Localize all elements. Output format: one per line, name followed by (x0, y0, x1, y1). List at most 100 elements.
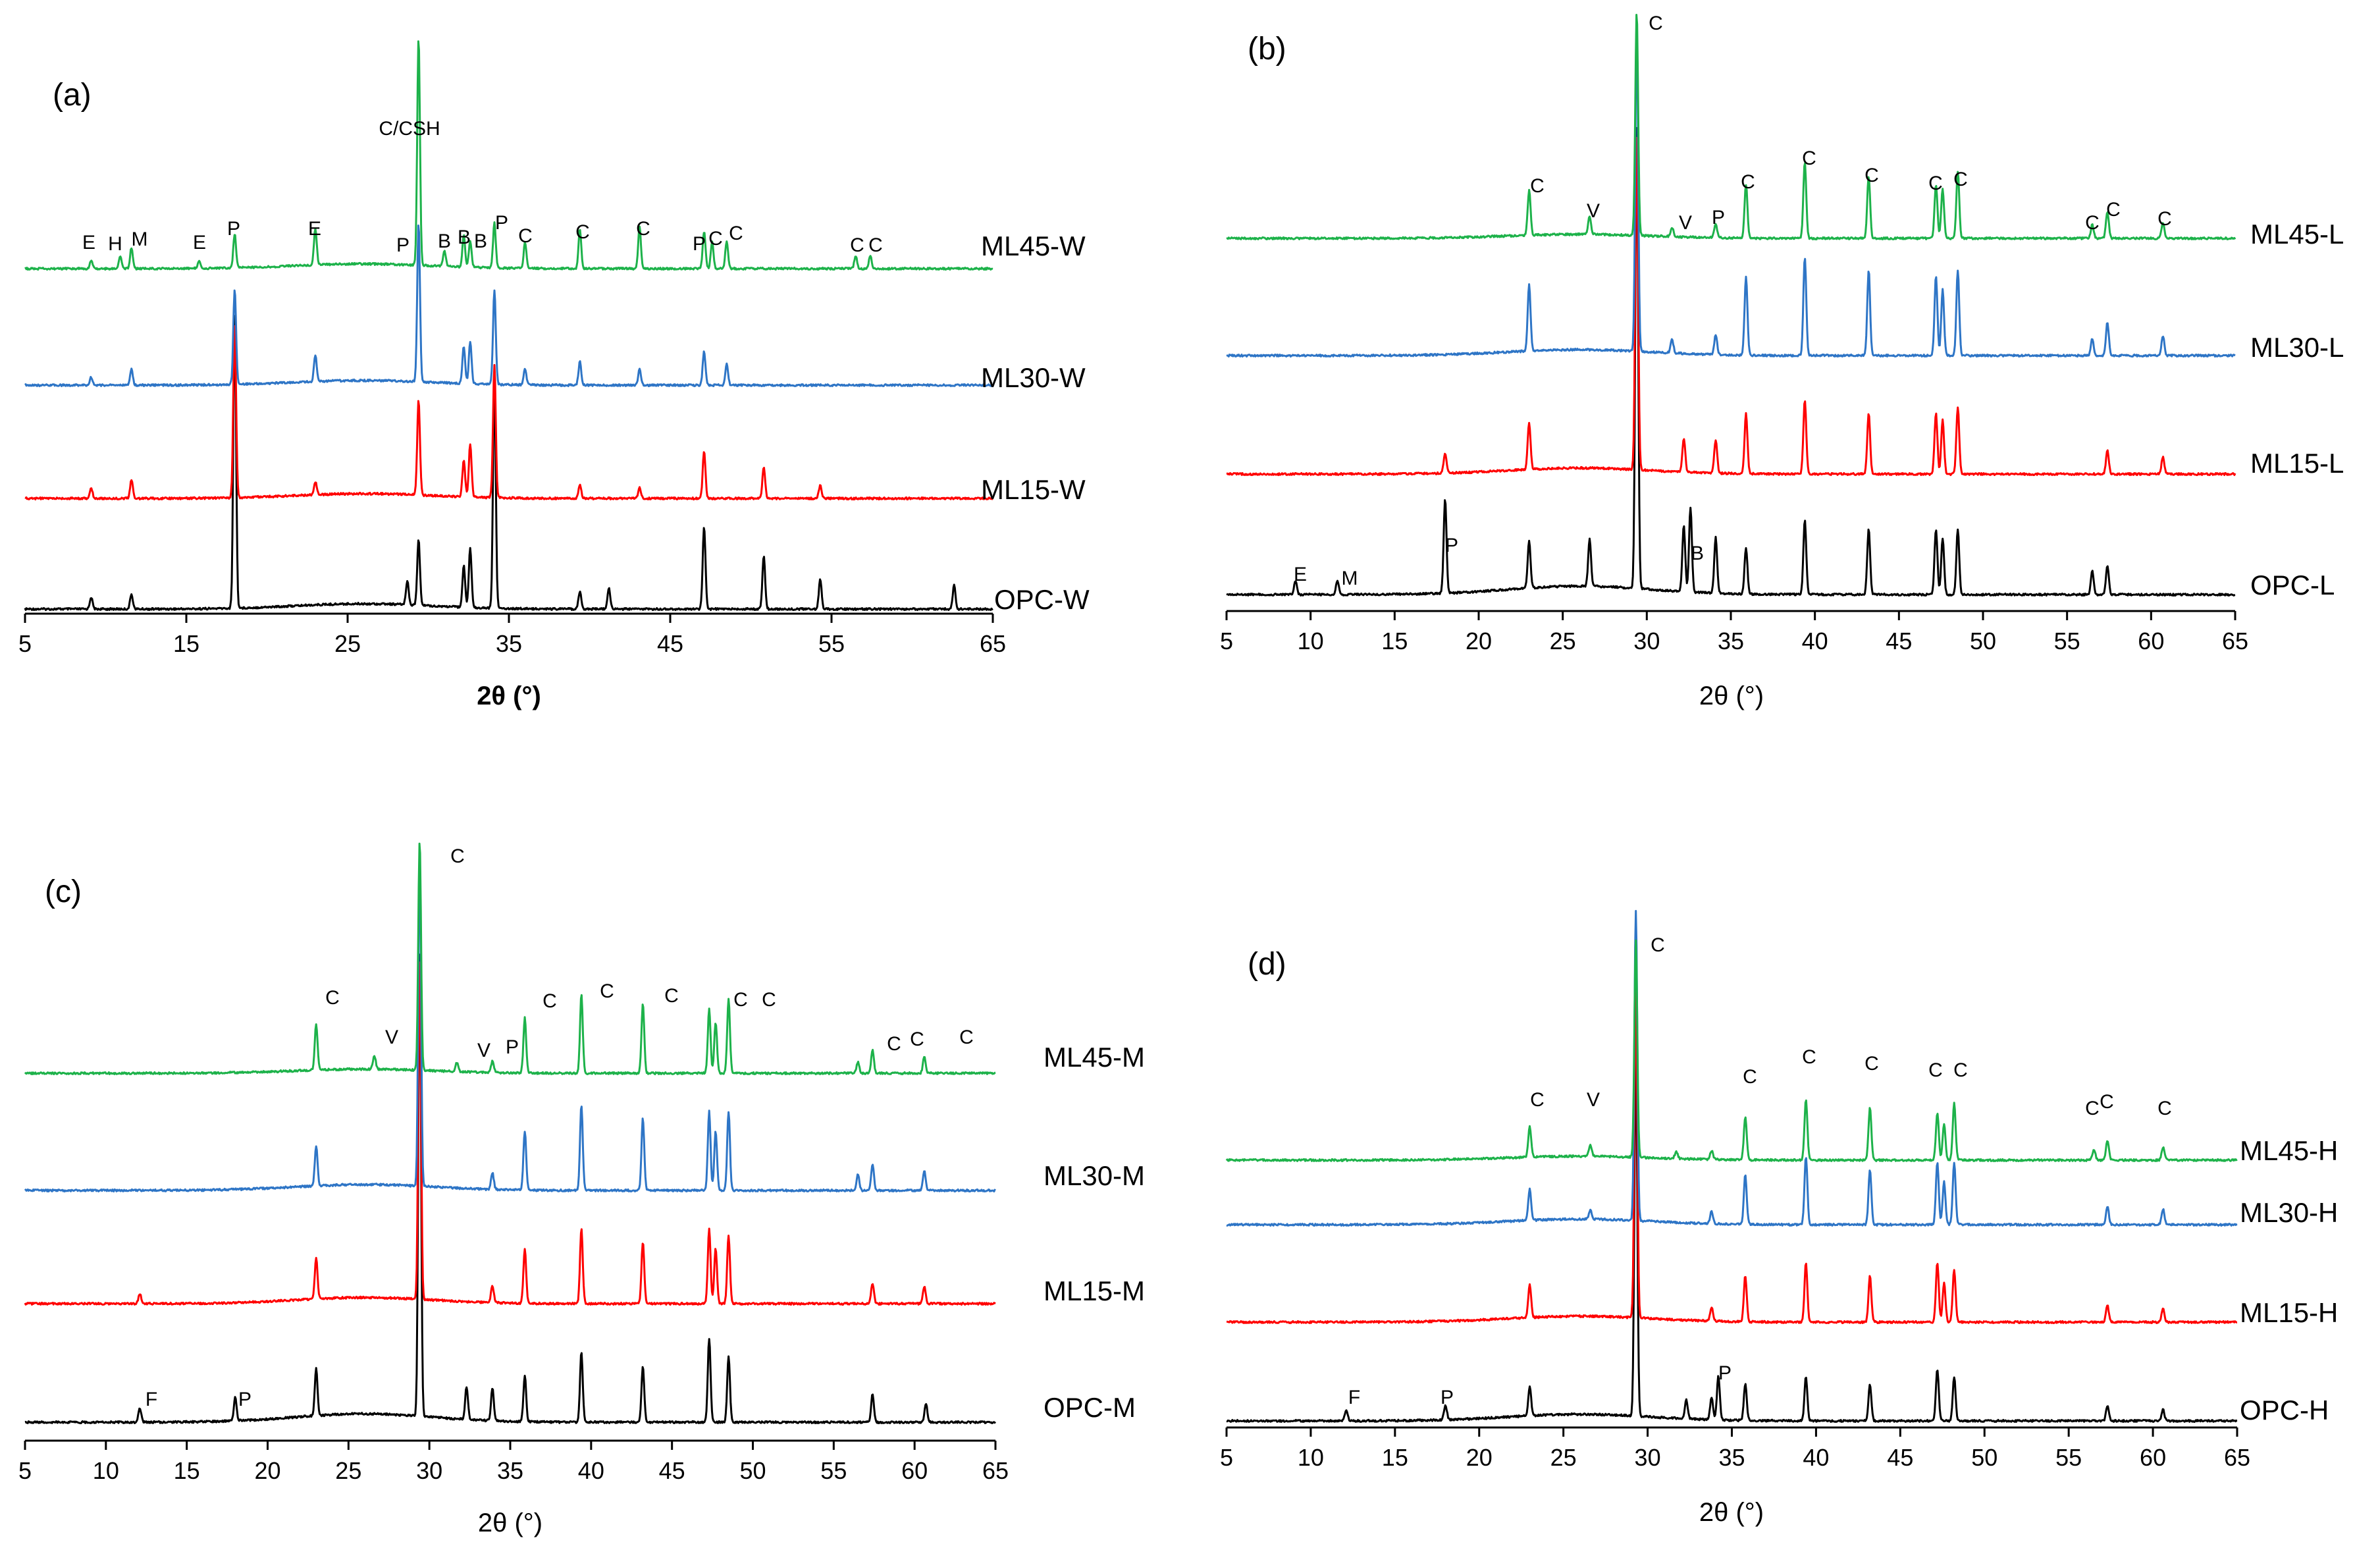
x-tick-label: 45 (1887, 1444, 1913, 1471)
panel-a-series-label-ml45: ML45-W (981, 230, 1086, 261)
peak-annotation: C (1864, 1053, 1879, 1075)
panel-c-series-label-ml15: ML15-M (1044, 1275, 1145, 1306)
panel-a-x-axis-title: 2θ (°) (477, 681, 541, 710)
peak-annotation: B (1691, 543, 1704, 564)
x-tick-label: 50 (739, 1457, 766, 1484)
panel-b-series-label-ml30: ML30-L (2250, 332, 2344, 363)
panel-c-x-axis-title: 2θ (°) (478, 1508, 542, 1537)
peak-annotation: C (2100, 1091, 2114, 1113)
panel-c-series-label-ml45: ML45-M (1044, 1042, 1145, 1073)
x-tick-label: 25 (1550, 1444, 1577, 1471)
x-tick-label: 45 (659, 1457, 685, 1484)
panel-b-phase-annotations: C C V V P C C C C C C C C E M P B (1294, 13, 2172, 589)
x-tick-label: 15 (173, 630, 199, 657)
peak-annotation: F (1348, 1387, 1360, 1408)
x-tick-label: 60 (2140, 1444, 2166, 1471)
x-tick-label: 35 (1718, 1444, 1745, 1471)
peak-annotation: C (575, 221, 590, 243)
peak-annotation: V (1587, 200, 1600, 222)
peak-annotation: C (762, 989, 776, 1011)
x-tick-label: 55 (820, 1457, 847, 1484)
x-tick-label: 60 (2138, 627, 2164, 654)
x-tick-label: 15 (1382, 1444, 1408, 1471)
panel-c-phase-annotations: C C V V P C C C C C C C C F P (145, 845, 974, 1410)
peak-annotation: C (600, 980, 614, 1002)
peak-annotation: V (1679, 212, 1692, 234)
x-tick-label: 30 (1633, 627, 1660, 654)
x-tick-label: 65 (980, 630, 1006, 657)
peak-annotation: C (850, 234, 864, 256)
panel-b-series-label-ml45: ML45-L (2250, 219, 2344, 250)
peak-annotation: C (1743, 1066, 1757, 1088)
peak-annotation: P (506, 1036, 519, 1058)
x-tick-label: 40 (578, 1457, 604, 1484)
peak-annotation: E (1294, 564, 1307, 585)
peak-annotation: C (2085, 1098, 2100, 1119)
peak-annotation: C (1741, 171, 1755, 193)
panel-a-series-label-ml15: ML15-W (981, 474, 1086, 505)
panel-c-series-label-opc: OPC-M (1044, 1392, 1136, 1423)
peak-annotation: C (1953, 1059, 1968, 1081)
panel-a-series-label-ml30: ML30-W (981, 362, 1086, 393)
panel-d-series-label-ml15: ML15-H (2240, 1297, 2338, 1328)
series-line-ml30 (24, 861, 996, 1192)
peak-annotation: C (1928, 1059, 1943, 1081)
peak-annotation: P (396, 234, 410, 256)
peak-annotation: C (1802, 147, 1816, 169)
x-tick-label: 5 (1220, 1444, 1233, 1471)
panel-b-series-label-ml15: ML15-L (2250, 448, 2344, 479)
peak-annotation: P (1712, 207, 1725, 228)
panel-d-series-label-ml30: ML30-H (2240, 1197, 2338, 1228)
panel-c-ticks: 5 10 15 20 25 30 35 40 45 50 55 60 65 (18, 1441, 1009, 1484)
panel-b-x-axis-title: 2θ (°) (1699, 681, 1764, 710)
peak-annotation: C (542, 990, 557, 1012)
series-line-opc (24, 953, 997, 1424)
x-tick-label: 10 (1298, 627, 1324, 654)
peak-annotation: C/CSH (379, 118, 440, 140)
x-tick-label: 55 (2054, 627, 2080, 654)
x-tick-label: 25 (334, 630, 361, 657)
x-tick-label: 55 (2055, 1444, 2082, 1471)
peak-annotation: C (2085, 212, 2100, 234)
peak-annotation: P (693, 233, 706, 255)
panel-d: (d) 5 10 15 20 25 30 35 40 45 50 55 60 65 2θ (°) ML4… (1220, 910, 2338, 1527)
peak-annotation: C (325, 987, 340, 1009)
peak-annotation: V (385, 1026, 398, 1048)
peak-annotation: M (1342, 568, 1358, 589)
peak-annotation: P (495, 212, 508, 234)
x-tick-label: 15 (1381, 627, 1408, 654)
panel-d-series-label-opc: OPC-H (2240, 1395, 2329, 1426)
peak-annotation: P (227, 218, 240, 240)
peak-annotation: P (1718, 1362, 1732, 1384)
x-tick-label: 15 (174, 1457, 200, 1484)
series-line-opc (1226, 1046, 2238, 1423)
x-tick-label: 40 (1803, 1444, 1829, 1471)
panel-d-phase-annotations: C C V C C C C C C C C F P P (1348, 934, 2172, 1408)
panel-a-label: (a) (53, 78, 92, 113)
peak-annotation: P (1441, 1387, 1454, 1408)
peak-annotation: C (2157, 208, 2172, 230)
series-line-opc (1226, 126, 2236, 597)
panel-b: (b) 5 10 15 20 25 30 35 40 45 50 55 60 65 2θ (°) ML4… (1220, 13, 2344, 710)
peak-annotation: P (238, 1389, 251, 1410)
peak-annotation: C (959, 1026, 974, 1048)
peak-annotation: C (1530, 1089, 1545, 1111)
x-tick-label: 20 (254, 1457, 280, 1484)
panel-b-curves (1226, 14, 2236, 597)
peak-annotation: E (193, 232, 206, 253)
panel-c-series-label-ml30: ML30-M (1044, 1160, 1145, 1191)
peak-annotation: B (474, 230, 487, 252)
peak-annotation: H (108, 233, 122, 255)
series-line-ml15 (1226, 987, 2238, 1324)
series-line-ml15 (1226, 136, 2236, 476)
peak-annotation: C (2157, 1098, 2172, 1119)
panel-c-label: (c) (45, 874, 82, 909)
peak-annotation: C (868, 234, 883, 256)
series-line-opc (24, 315, 993, 611)
peak-annotation: M (132, 228, 148, 250)
x-tick-label: 30 (1635, 1444, 1661, 1471)
series-line-ml45 (24, 842, 996, 1075)
series-line-ml45 (1225, 939, 2238, 1162)
series-line-ml15 (24, 325, 993, 500)
panel-a: (a) 5 15 25 35 45 55 65 2θ (°) ML45-W ML30-W M… (18, 40, 1090, 710)
